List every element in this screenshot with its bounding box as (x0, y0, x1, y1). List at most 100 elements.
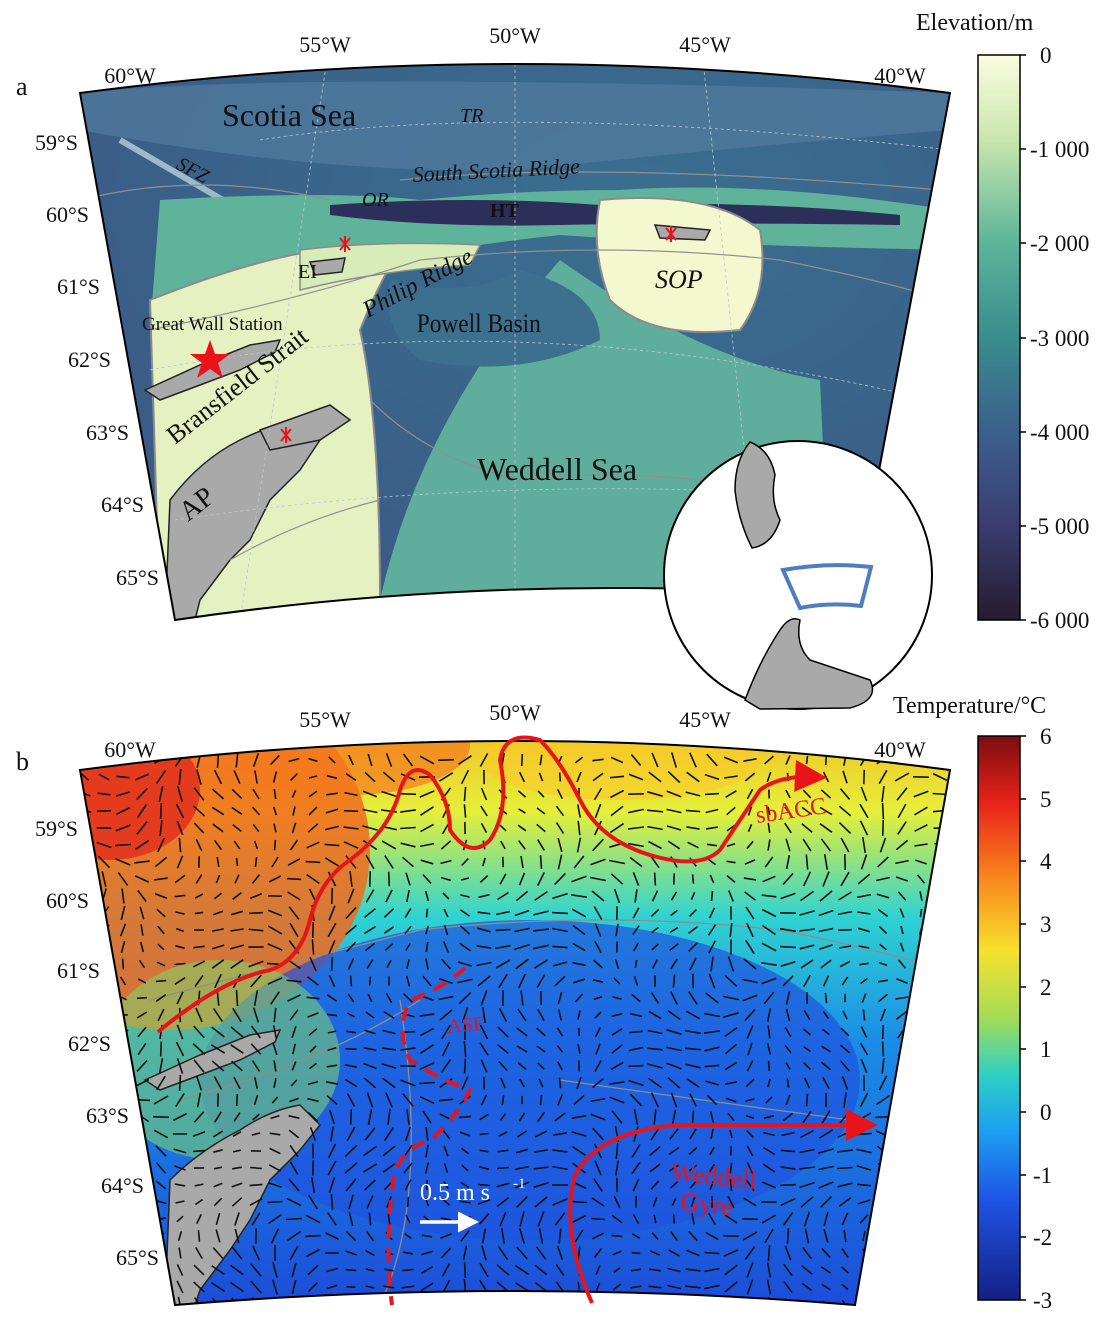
velocity-vector (766, 1043, 772, 1055)
velocity-vector (914, 1265, 928, 1275)
velocity-vector (689, 909, 697, 917)
velocity-vector (347, 958, 355, 970)
velocity-vector (595, 1282, 601, 1292)
velocity-vector (197, 1230, 201, 1242)
velocity-vector (480, 1094, 488, 1106)
velocity-vector (155, 979, 167, 983)
velocity-vector (761, 1181, 777, 1189)
velocity-vector (538, 772, 544, 782)
velocity-vector (193, 1264, 205, 1276)
velocity-vector (422, 874, 432, 884)
velocity-vector (667, 770, 681, 784)
velocity-vector (577, 1299, 581, 1305)
velocity-vector (327, 1302, 337, 1305)
velocity-vector (649, 1163, 661, 1173)
velocity-vector (688, 925, 698, 935)
velocity-vector (913, 1044, 929, 1054)
velocity-vector (211, 1026, 225, 1038)
velocity-vector (629, 1030, 643, 1034)
velocity-vector (670, 958, 678, 970)
velocity-vector (611, 1012, 623, 1018)
velocity-vector (572, 924, 586, 936)
velocity-vector (368, 976, 372, 986)
velocity-vector (515, 1148, 529, 1154)
velocity-vector (554, 1212, 566, 1226)
velocity-vector (156, 908, 166, 918)
velocity-vector (479, 753, 489, 767)
velocity-vector (934, 991, 946, 1005)
elevation-tick-6: -6 000 (1030, 608, 1089, 633)
powell-basin-floor (388, 270, 600, 367)
velocity-vector (101, 957, 107, 971)
velocity-vector (690, 891, 696, 901)
velocity-vector (514, 1181, 530, 1189)
velocity-vector (743, 758, 757, 762)
velocity-vector (424, 890, 430, 902)
velocity-vector (878, 1216, 888, 1222)
velocity-vector (609, 822, 625, 834)
velocity-vector (273, 1007, 277, 1023)
velocity-vector (746, 1161, 754, 1175)
velocity-vector (404, 1232, 412, 1240)
velocity-vector (425, 908, 429, 918)
velocity-vector (780, 1149, 796, 1153)
velocity-vector (269, 1132, 281, 1136)
velocity-vector (177, 1231, 183, 1241)
velocity-vector (174, 962, 186, 966)
velocity-vector (650, 1092, 660, 1108)
velocity-vector (800, 1129, 814, 1139)
velocity-vector (401, 1285, 415, 1289)
velocity-vector (155, 770, 167, 784)
velocity-vector (534, 1264, 548, 1276)
velocity-vector (137, 1196, 147, 1208)
velocity-vector (80, 1145, 92, 1157)
lat-label-63s: 63°S (86, 420, 129, 445)
velocity-vector (894, 1112, 910, 1122)
velocity-vector (80, 1267, 92, 1273)
velocity-vector (175, 945, 185, 949)
velocity-vector (879, 1008, 887, 1022)
velocity-vector (595, 1265, 601, 1275)
velocity-vector (327, 1143, 337, 1159)
elevation-tick-5: -5 000 (1030, 514, 1089, 539)
velocity-vector (895, 1010, 909, 1020)
velocity-vector (380, 809, 398, 813)
velocity-vector (746, 1025, 754, 1039)
velocity-vector (326, 1284, 338, 1290)
velocity-vector (744, 772, 756, 782)
velocity-vector (590, 858, 606, 866)
velocity-vector (803, 1211, 811, 1227)
velocity-vector (210, 1282, 226, 1292)
velocity-vector (364, 1127, 376, 1141)
velocity-vector (480, 1059, 488, 1073)
elevation-tick-1: -1 000 (1030, 137, 1089, 162)
velocity-vector (536, 807, 546, 815)
velocity-vector (819, 890, 833, 902)
velocity-vector (460, 1147, 470, 1155)
velocity-vector (443, 1163, 449, 1173)
velocity-vector (176, 1024, 184, 1040)
velocity-vector (80, 854, 90, 870)
temperature-tick-4: 4 (1040, 849, 1052, 874)
velocity-vector (786, 1078, 790, 1088)
velocity-vector (571, 908, 587, 918)
velocity-vector (780, 1183, 796, 1187)
inset-study-area-box (780, 563, 874, 611)
velocity-vector (517, 824, 527, 832)
velocity-vector (536, 872, 546, 886)
velocity-vector (913, 994, 929, 1002)
lon-label-40w: 40°W (874, 63, 926, 88)
velocity-vector (498, 973, 508, 989)
velocity-vector (803, 1009, 811, 1021)
velocity-vector (215, 1229, 221, 1243)
velocity-vector (270, 991, 280, 1005)
velocity-vector (366, 1195, 374, 1209)
velocity-vector (557, 837, 563, 853)
velocity-vector (938, 1110, 942, 1124)
velocity-vector (932, 772, 948, 782)
velocity-vector (708, 940, 716, 954)
velocity-vector (668, 1249, 680, 1257)
velocity-vector (690, 1197, 696, 1207)
velocity-vector (479, 1024, 489, 1040)
velocity-vector (859, 1042, 869, 1056)
